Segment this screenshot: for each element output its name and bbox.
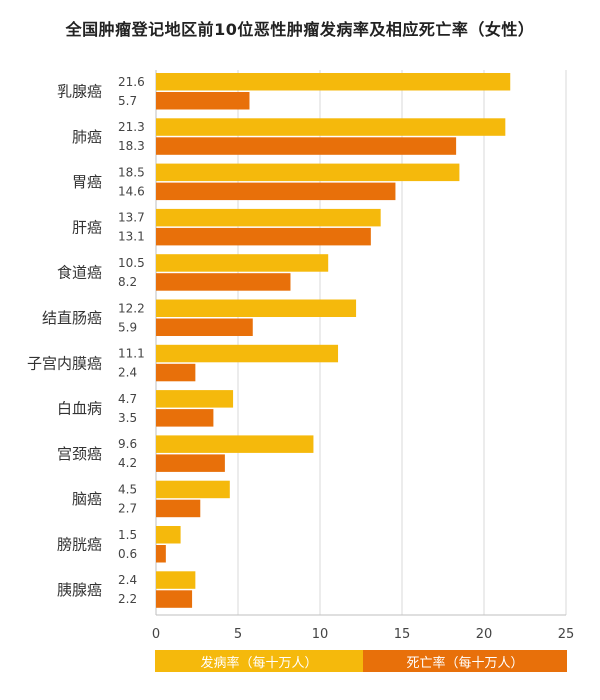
category-label: 肝癌 <box>72 218 102 236</box>
bar-mortality <box>156 137 457 155</box>
category-label: 子宫内膜癌 <box>27 354 102 372</box>
value-label: 2.2 <box>118 592 137 606</box>
bar-mortality <box>156 545 166 563</box>
bar-incidence <box>156 344 339 363</box>
value-label: 5.9 <box>118 320 137 334</box>
bar-incidence <box>156 526 181 544</box>
category-label: 脑癌 <box>72 490 102 508</box>
value-label: 0.6 <box>118 547 137 561</box>
bar-mortality <box>156 409 214 427</box>
value-label: 3.5 <box>118 411 137 425</box>
category-label: 膀胱癌 <box>57 536 102 554</box>
value-label: 4.5 <box>118 482 137 496</box>
bar-incidence <box>156 208 381 227</box>
value-label: 21.3 <box>118 120 145 134</box>
bar-mortality <box>156 363 196 382</box>
x-tick-label: 5 <box>234 627 242 642</box>
x-tick-label: 15 <box>394 627 411 642</box>
value-label: 5.7 <box>118 94 137 108</box>
legend-item-mortality: 死亡率（每十万人） <box>363 650 567 672</box>
value-label: 13.1 <box>118 230 145 244</box>
value-label: 4.7 <box>118 392 137 406</box>
category-label: 白血病 <box>57 400 102 418</box>
x-tick-label: 25 <box>558 627 575 642</box>
value-label: 9.6 <box>118 437 137 451</box>
value-label: 11.1 <box>118 347 145 361</box>
bar-incidence <box>156 390 234 408</box>
x-tick-label: 20 <box>476 627 493 642</box>
bar-incidence <box>156 73 511 91</box>
bar-incidence <box>156 480 230 499</box>
bar-incidence <box>156 571 196 589</box>
value-label: 2.4 <box>118 573 137 587</box>
chart-title: 全国肿瘤登记地区前10位恶性肿瘤发病率及相应死亡率（女性） <box>65 20 535 39</box>
legend: 发病率（每十万人） 死亡率（每十万人） <box>155 650 567 672</box>
bar-incidence <box>156 254 329 272</box>
bar-mortality <box>156 273 291 291</box>
value-label: 8.2 <box>118 275 137 289</box>
value-label: 12.2 <box>118 301 145 315</box>
x-tick-label: 0 <box>152 627 160 642</box>
category-label: 食道癌 <box>57 264 102 282</box>
category-label: 宫颈癌 <box>57 445 102 463</box>
category-label: 胰腺癌 <box>57 581 102 599</box>
value-label: 10.5 <box>118 256 145 270</box>
bar-mortality <box>156 227 371 246</box>
bar-mortality <box>156 182 396 201</box>
category-label: 结直肠癌 <box>42 309 102 327</box>
value-label: 4.2 <box>118 456 137 470</box>
bar-mortality <box>156 318 253 336</box>
value-label: 14.6 <box>118 184 145 198</box>
value-label: 13.7 <box>118 211 145 225</box>
value-label: 2.4 <box>118 366 137 380</box>
bar-mortality <box>156 92 250 110</box>
bar-mortality <box>156 454 225 472</box>
value-label: 21.6 <box>118 75 145 89</box>
bar-mortality <box>156 590 193 608</box>
value-label: 18.5 <box>118 165 145 179</box>
bar-incidence <box>156 118 506 136</box>
value-label: 1.5 <box>118 528 137 542</box>
value-label: 2.7 <box>118 501 137 515</box>
x-tick-label: 10 <box>312 627 329 642</box>
legend-item-incidence: 发病率（每十万人） <box>155 650 363 672</box>
bar-incidence <box>156 435 314 453</box>
category-label: 乳腺癌 <box>57 83 102 101</box>
bar-incidence <box>156 163 460 182</box>
bar-incidence <box>156 299 357 317</box>
category-label: 肺癌 <box>72 128 102 146</box>
value-label: 18.3 <box>118 139 145 153</box>
category-label: 胃癌 <box>72 173 102 191</box>
bar-mortality <box>156 499 201 518</box>
